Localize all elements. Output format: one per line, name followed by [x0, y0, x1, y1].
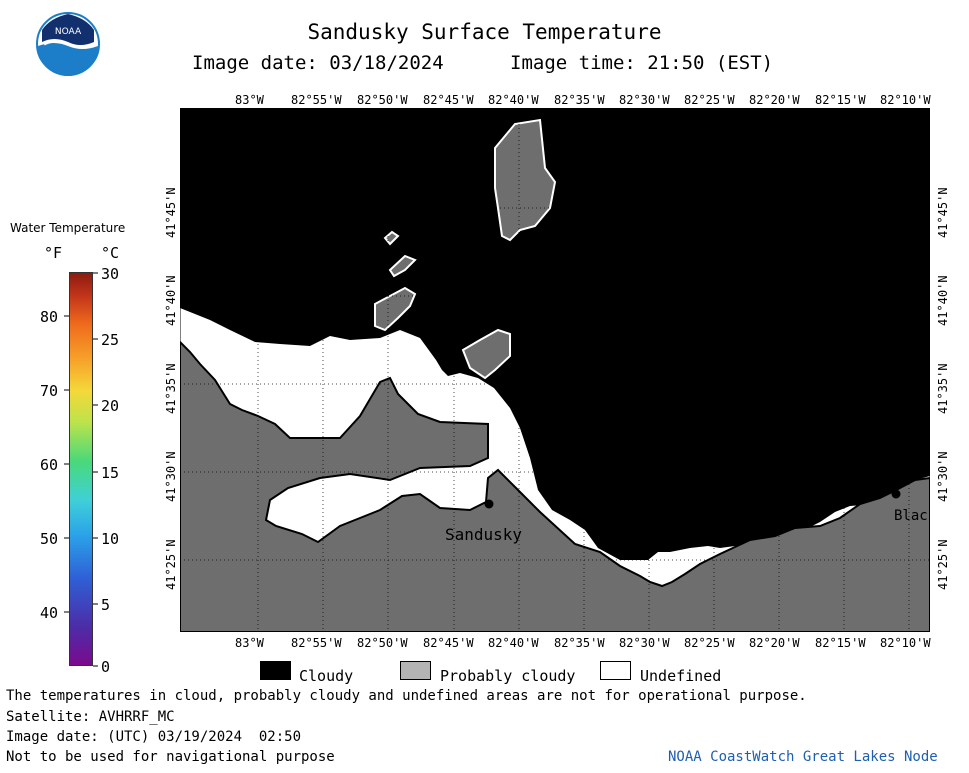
probably-cloudy-patch — [494, 118, 557, 242]
blac-label: Blac — [894, 508, 928, 524]
legend-swatch-undefined — [600, 661, 631, 680]
noaa-logo: NOAA — [36, 12, 100, 80]
lon-label: 82°15'W — [815, 93, 866, 107]
lon-label: 82°50'W — [357, 636, 408, 650]
graticule — [180, 108, 930, 632]
nav-warning-text: Not to be used for navigational purpose — [6, 749, 335, 765]
colorbar-c-tick: 15 — [101, 464, 120, 482]
satellite-text: Satellite: AVHRRF_MC — [6, 709, 175, 725]
colorbar-c-tick: 25 — [101, 331, 120, 349]
colorbar-c-tick: 30 — [101, 265, 120, 283]
lon-label: 83°W — [235, 93, 264, 107]
lon-label: 82°10'W — [880, 93, 931, 107]
lat-label: 41°40'N — [164, 275, 178, 326]
lat-label: 41°35'N — [936, 363, 950, 414]
legend-swatch-cloudy — [260, 661, 291, 680]
colorbar-title: Water Temperature — [10, 221, 126, 235]
lat-label: 41°25'N — [936, 539, 950, 590]
lon-label: 82°50'W — [357, 93, 408, 107]
image-time-label: Image time: 21:50 (EST) — [510, 52, 774, 74]
lon-label: 82°30'W — [619, 93, 670, 107]
colorbar-f-tick: 70 — [40, 382, 59, 400]
disclaimer-text: The temperatures in cloud, probably clou… — [6, 688, 807, 704]
colorbar-unit-f: °F — [44, 244, 63, 262]
lon-label: 82°45'W — [423, 93, 474, 107]
colorbar-f-tick: 40 — [40, 604, 59, 622]
lon-label: 82°45'W — [423, 636, 474, 650]
probably-cloudy-patch — [374, 286, 417, 332]
land-mass — [180, 340, 930, 632]
lon-label: 82°35'W — [554, 636, 605, 650]
legend-swatch-probably-cloudy — [400, 661, 431, 680]
lat-label: 41°25'N — [164, 539, 178, 590]
lon-label: 82°40'W — [488, 93, 539, 107]
lon-label: 82°20'W — [749, 636, 800, 650]
blac-marker — [891, 489, 901, 499]
svg-text:NOAA: NOAA — [55, 27, 82, 37]
lat-label: 41°40'N — [936, 275, 950, 326]
lat-label: 41°30'N — [164, 451, 178, 502]
legend-label-probably-cloudy: Probably cloudy — [440, 667, 576, 685]
map-area: Sandusky Blac — [180, 108, 930, 632]
probably-cloudy-patch — [461, 328, 511, 380]
credit-link[interactable]: NOAA CoastWatch Great Lakes Node — [668, 749, 938, 765]
lon-label: 82°55'W — [291, 636, 342, 650]
map-title: Sandusky Surface Temperature — [307, 20, 662, 44]
colorbar — [69, 272, 93, 666]
colorbar-c-tick: 10 — [101, 530, 120, 548]
sandusky-label: Sandusky — [445, 525, 522, 544]
colorbar-unit-c: °C — [101, 244, 120, 262]
noaa-logo-icon: NOAA — [36, 12, 100, 76]
lat-label: 41°35'N — [164, 363, 178, 414]
lon-label: 82°25'W — [684, 93, 735, 107]
legend-label-cloudy: Cloudy — [299, 667, 354, 685]
lon-label: 82°30'W — [619, 636, 670, 650]
lat-label: 41°30'N — [936, 451, 950, 502]
colorbar-ticks — [64, 272, 98, 667]
lon-label: 82°10'W — [880, 636, 931, 650]
lat-label: 41°45'N — [164, 187, 178, 238]
lon-label: 82°25'W — [684, 636, 735, 650]
lon-label: 82°40'W — [488, 636, 539, 650]
utc-date-text: Image date: (UTC) 03/19/2024 02:50 — [6, 729, 302, 745]
image-date-label: Image date: 03/18/2024 — [192, 52, 444, 74]
legend-label-undefined: Undefined — [640, 667, 722, 685]
colorbar-f-tick: 60 — [40, 456, 59, 474]
lon-label: 83°W — [235, 636, 264, 650]
sandusky-marker — [484, 499, 494, 509]
colorbar-c-tick: 5 — [101, 596, 111, 614]
cloud-mask — [180, 108, 930, 560]
lon-label: 82°35'W — [554, 93, 605, 107]
colorbar-c-tick: 0 — [101, 658, 111, 676]
colorbar-f-tick: 80 — [40, 308, 59, 326]
probably-cloudy-patch — [388, 254, 417, 278]
colorbar-c-tick: 20 — [101, 397, 120, 415]
lat-label: 41°45'N — [936, 187, 950, 238]
lon-label: 82°20'W — [749, 93, 800, 107]
lon-label: 82°15'W — [815, 636, 866, 650]
lon-label: 82°55'W — [291, 93, 342, 107]
colorbar-f-tick: 50 — [40, 530, 59, 548]
